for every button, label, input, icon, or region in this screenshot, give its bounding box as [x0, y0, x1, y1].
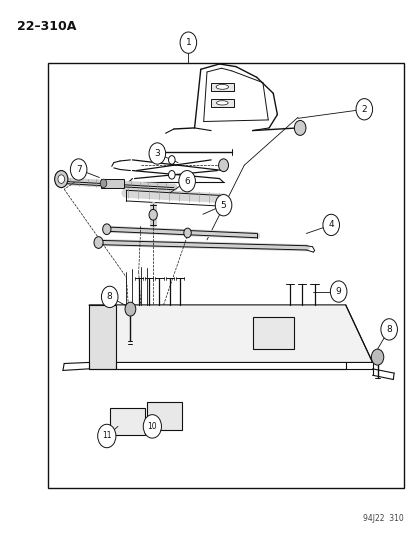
Circle shape	[58, 175, 64, 183]
Circle shape	[168, 156, 175, 164]
Polygon shape	[89, 305, 372, 362]
Text: 2: 2	[361, 105, 366, 114]
Circle shape	[100, 179, 107, 188]
Bar	[147, 402, 182, 430]
Text: 7: 7	[76, 165, 81, 174]
Text: 11: 11	[102, 432, 111, 440]
Circle shape	[149, 143, 165, 164]
Circle shape	[125, 302, 135, 316]
Circle shape	[218, 159, 228, 172]
Text: 5: 5	[220, 201, 226, 209]
Text: 1: 1	[185, 38, 191, 47]
Circle shape	[380, 319, 396, 340]
Circle shape	[322, 214, 339, 236]
Circle shape	[94, 237, 103, 248]
Text: 4: 4	[328, 221, 333, 229]
Bar	[47, 63, 403, 488]
Circle shape	[102, 224, 111, 235]
Text: 9: 9	[335, 287, 341, 296]
Text: 8: 8	[385, 325, 391, 334]
Circle shape	[294, 120, 305, 135]
Circle shape	[215, 195, 231, 216]
Bar	[211, 99, 233, 107]
Circle shape	[178, 171, 195, 192]
Circle shape	[330, 281, 346, 302]
Text: 22–310A: 22–310A	[17, 20, 76, 33]
Text: 8: 8	[107, 293, 112, 301]
Circle shape	[168, 171, 175, 179]
Circle shape	[55, 171, 68, 188]
Bar	[101, 179, 124, 188]
Circle shape	[355, 99, 372, 120]
Circle shape	[180, 32, 196, 53]
Ellipse shape	[216, 84, 228, 90]
Circle shape	[97, 424, 116, 448]
Text: 10: 10	[147, 422, 157, 431]
Polygon shape	[89, 305, 116, 369]
Text: 94J22  310: 94J22 310	[362, 514, 403, 523]
Circle shape	[101, 286, 118, 308]
Circle shape	[143, 415, 161, 438]
Bar	[109, 408, 145, 435]
Ellipse shape	[216, 101, 228, 105]
Circle shape	[370, 349, 383, 365]
Circle shape	[149, 209, 157, 220]
Text: 6: 6	[184, 177, 190, 185]
Circle shape	[183, 228, 191, 238]
Bar	[252, 317, 293, 349]
Bar	[211, 83, 233, 91]
Circle shape	[70, 159, 87, 180]
Text: 3: 3	[154, 149, 160, 158]
